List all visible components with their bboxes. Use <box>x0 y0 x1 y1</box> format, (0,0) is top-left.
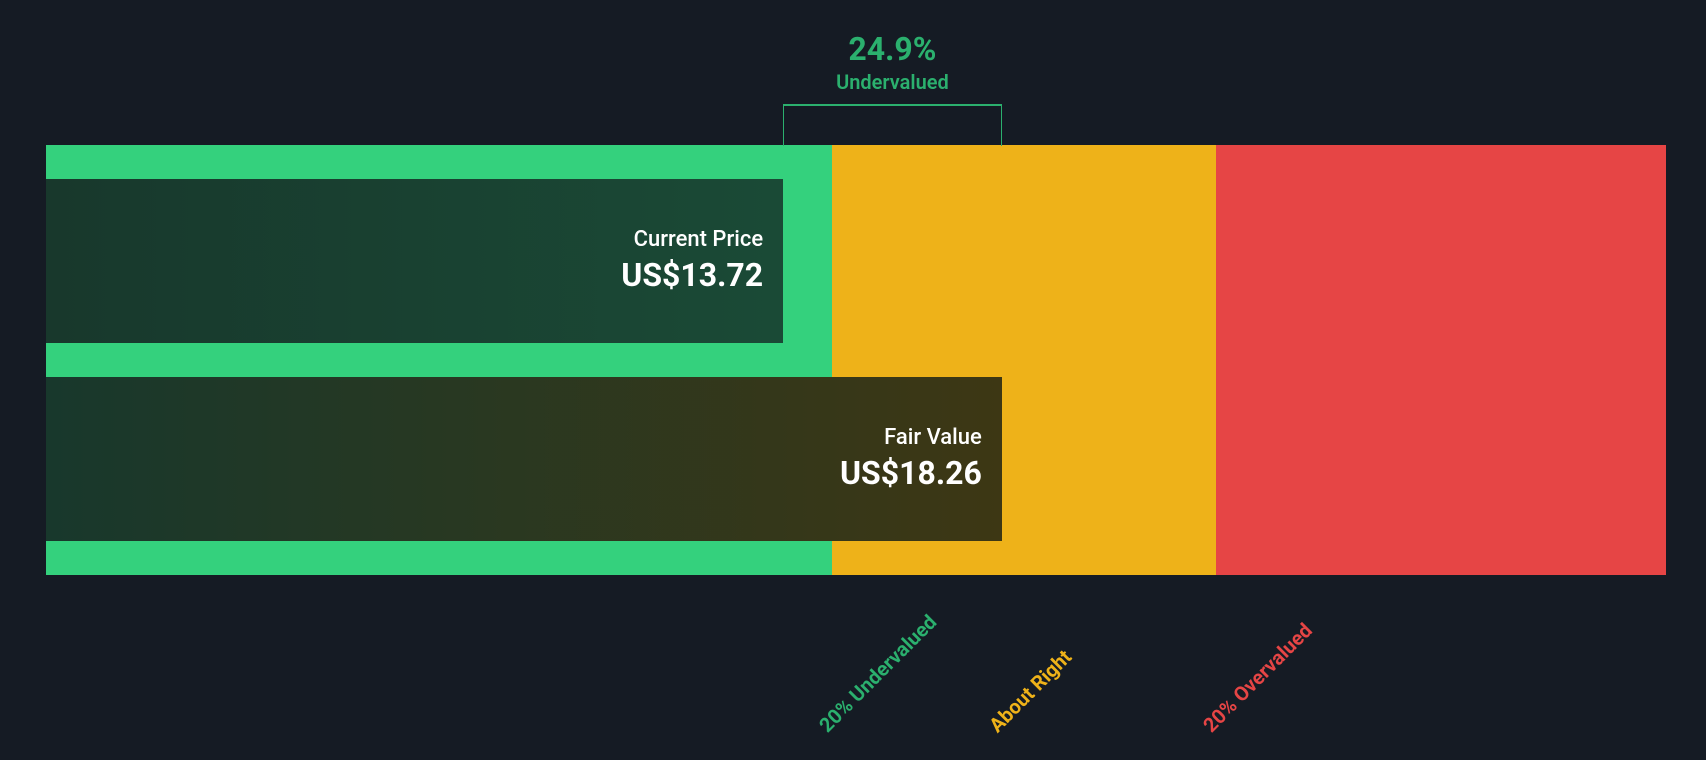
bar-current_price-value: US$13.72 <box>621 256 763 294</box>
bar-fair_value-label: Fair Value <box>840 425 982 450</box>
valuation-callout: 24.9%Undervalued <box>836 30 949 94</box>
bar-current_price-text: Current Price US$13.72 <box>621 227 763 294</box>
bar-current_price-label: Current Price <box>621 227 763 252</box>
bar-fair_value-text: Fair Value US$18.26 <box>840 425 982 492</box>
callout-percent: 24.9% <box>836 30 949 68</box>
axis-label-0: 20% Undervalued <box>814 610 941 737</box>
zone-overvalued <box>1216 145 1666 575</box>
bar-fair_value-value: US$18.26 <box>840 454 982 492</box>
axis-label-2: 20% Overvalued <box>1198 618 1317 737</box>
valuation-chart: Current Price US$13.72 Fair Value US$18.26 <box>46 145 1666 575</box>
axis-label-1: About Right <box>984 645 1076 737</box>
valuation-bracket <box>783 104 1002 146</box>
callout-subtext: Undervalued <box>836 70 949 94</box>
